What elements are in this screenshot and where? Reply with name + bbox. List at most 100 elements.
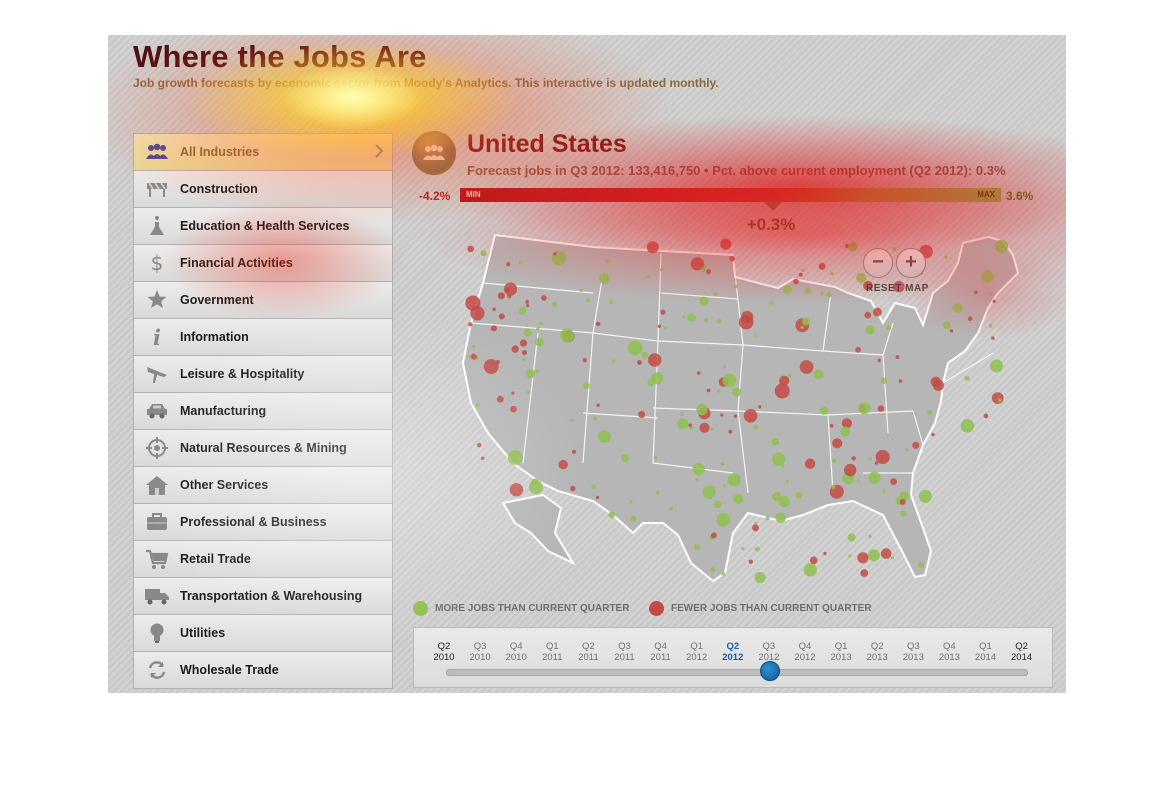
red-bubble[interactable] [799,360,814,374]
red-bubble[interactable] [582,358,587,363]
red-bubble[interactable] [798,272,803,277]
green-bubble[interactable] [754,572,766,584]
timeline-tick[interactable]: Q4 2012 [787,641,823,663]
red-bubble[interactable] [895,355,900,359]
green-bubble[interactable] [819,406,828,415]
red-bubble[interactable] [470,353,477,360]
green-bubble[interactable] [754,546,760,552]
red-bubble[interactable] [804,458,816,469]
red-bubble[interactable] [511,391,515,395]
red-bubble[interactable] [571,449,577,454]
red-bubble[interactable] [699,422,710,433]
green-bubble[interactable] [630,515,637,522]
green-bubble[interactable] [858,402,871,415]
green-bubble[interactable] [518,306,527,315]
green-bubble[interactable] [716,512,731,527]
green-bubble[interactable] [990,359,1003,373]
red-bubble[interactable] [898,379,903,383]
green-bubble[interactable] [551,301,557,307]
sidebar-item-leisure-hospitality[interactable]: Leisure & Hospitality [134,356,392,393]
red-bubble[interactable] [558,459,568,470]
green-bubble[interactable] [722,483,727,487]
green-bubble[interactable] [830,271,834,276]
green-bubble[interactable] [518,260,523,265]
green-bubble[interactable] [880,377,887,384]
green-bubble[interactable] [539,321,543,326]
green-bubble[interactable] [680,412,684,416]
red-bubble[interactable] [880,548,892,559]
green-bubble[interactable] [918,489,932,503]
green-bubble[interactable] [531,478,539,486]
red-bubble[interactable] [877,358,881,362]
green-bubble[interactable] [813,369,824,380]
red-bubble[interactable] [492,307,496,311]
red-bubble[interactable] [890,478,897,485]
green-bubble[interactable] [765,516,770,521]
green-bubble[interactable] [918,562,924,569]
red-bubble[interactable] [728,429,733,434]
green-bubble[interactable] [702,485,716,499]
green-bubble[interactable] [608,511,616,519]
green-bubble[interactable] [677,418,689,430]
green-bubble[interactable] [727,473,741,487]
red-bubble[interactable] [637,360,642,365]
green-bubble[interactable] [593,416,598,421]
green-bubble[interactable] [802,317,811,326]
green-bubble[interactable] [535,337,544,347]
red-bubble[interactable] [818,262,826,270]
green-bubble[interactable] [741,547,745,551]
red-bubble[interactable] [949,329,954,333]
green-bubble[interactable] [655,490,660,495]
green-bubble[interactable] [732,387,742,397]
green-bubble[interactable] [892,247,897,252]
sidebar-item-construction[interactable]: Construction [134,171,392,208]
green-bubble[interactable] [597,430,611,444]
green-bubble[interactable] [611,359,616,363]
green-bubble[interactable] [733,284,738,289]
green-bubble[interactable] [848,241,858,252]
red-bubble[interactable] [860,569,869,577]
green-bubble[interactable] [890,556,895,560]
red-bubble[interactable] [729,255,735,262]
sidebar-item-all-industries[interactable]: All Industries [134,134,392,171]
green-bubble[interactable] [609,300,614,305]
green-bubble[interactable] [848,554,852,558]
green-bubble[interactable] [722,373,737,388]
us-jobs-map[interactable] [443,233,1049,625]
green-bubble[interactable] [560,328,575,343]
sidebar-item-information[interactable]: i Information [134,319,392,356]
green-bubble[interactable] [721,462,725,466]
green-bubble[interactable] [598,272,610,284]
green-bubble[interactable] [775,512,786,524]
green-bubble[interactable] [994,239,1009,253]
red-bubble[interactable] [992,299,996,303]
green-bubble[interactable] [753,424,759,431]
red-bubble[interactable] [467,245,474,253]
green-bubble[interactable] [687,313,696,322]
green-bubble[interactable] [868,549,880,562]
green-bubble[interactable] [804,287,811,294]
red-bubble[interactable] [752,524,759,532]
red-bubble[interactable] [498,313,505,320]
red-bubble[interactable] [521,350,527,356]
green-bubble[interactable] [713,292,718,297]
red-bubble[interactable] [570,485,576,492]
sidebar-item-financial-activities[interactable]: $ Financial Activities [134,245,392,282]
green-bubble[interactable] [629,500,633,504]
timeline-tick[interactable]: Q4 2010 [498,641,534,663]
green-bubble[interactable] [944,255,948,259]
timeline-tick[interactable]: Q4 2011 [643,641,679,663]
green-bubble[interactable] [507,450,523,465]
timeline-tick[interactable]: Q2 2011 [570,641,606,663]
green-bubble[interactable] [801,268,805,272]
green-bubble[interactable] [771,437,779,446]
green-bubble[interactable] [832,458,837,463]
green-bubble[interactable] [868,471,881,484]
green-bubble[interactable] [960,419,975,433]
zoom-in-button[interactable]: + [896,248,926,278]
sidebar-item-natural-resources-mining[interactable]: Natural Resources & Mining [134,430,392,467]
red-bubble[interactable] [793,278,799,285]
timeline-tick[interactable]: Q1 2013 [823,641,859,663]
green-bubble[interactable] [682,315,686,319]
green-bubble[interactable] [981,270,994,283]
